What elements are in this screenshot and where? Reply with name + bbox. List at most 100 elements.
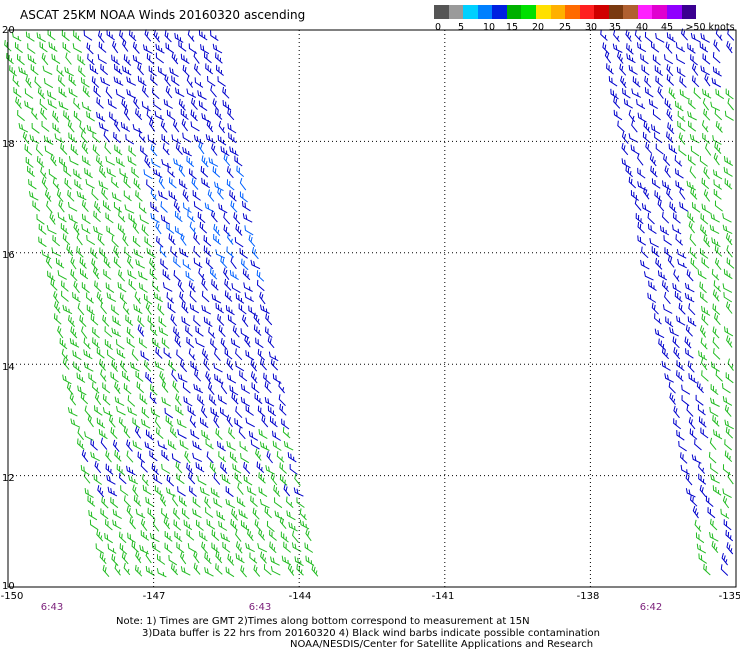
wind-barb — [52, 110, 60, 123]
wind-barb — [699, 248, 709, 259]
wind-barb — [269, 541, 277, 554]
wind-barb — [702, 97, 710, 111]
wind-barb — [24, 144, 33, 156]
wind-barb — [205, 63, 214, 75]
wind-barb — [713, 280, 722, 292]
wind-barb — [31, 107, 38, 120]
wind-barb — [158, 190, 168, 200]
wind-barb — [135, 259, 146, 269]
wind-barb — [697, 404, 706, 416]
wind-barb — [122, 65, 132, 76]
wind-barb — [205, 134, 216, 144]
wind-barb — [39, 41, 48, 53]
wind-barb — [127, 395, 136, 407]
wind-barb — [684, 336, 692, 349]
wind-barb — [131, 541, 139, 553]
wind-barb — [685, 324, 693, 337]
wind-barb — [103, 256, 111, 269]
wind-barb — [289, 464, 298, 475]
wind-barb — [183, 396, 193, 407]
wind-barb — [94, 460, 102, 474]
wind-barb — [55, 257, 65, 269]
wind-barb — [179, 178, 188, 190]
wind-barb — [710, 361, 720, 372]
legend-swatch — [623, 5, 638, 19]
wind-barb — [714, 312, 721, 326]
wind-barb — [68, 156, 79, 166]
wind-barb — [110, 427, 118, 439]
wind-barb — [145, 496, 155, 508]
wind-barb — [197, 394, 205, 406]
wind-barb — [58, 100, 69, 111]
wind-barb — [165, 487, 176, 497]
wind-barb — [676, 430, 685, 441]
wind-barb — [173, 270, 182, 282]
wind-barb — [83, 30, 93, 41]
wind-barb — [296, 564, 304, 576]
wind-barb — [713, 348, 721, 360]
wind-barb — [240, 396, 251, 407]
wind-barb — [41, 249, 52, 260]
wind-barb — [214, 181, 224, 192]
wind-barb — [713, 179, 722, 190]
wind-barb — [205, 371, 212, 384]
wind-barb — [238, 303, 247, 315]
wind-barb — [107, 486, 118, 497]
wind-barb — [216, 510, 226, 521]
wind-barb — [110, 371, 119, 383]
wind-barb — [176, 542, 185, 554]
wind-barb — [305, 555, 315, 566]
wind-barb — [171, 75, 180, 87]
wind-barb — [204, 202, 215, 213]
wind-barb — [259, 498, 270, 509]
wind-barb — [148, 65, 157, 77]
wind-barb — [279, 403, 287, 416]
legend-label: >50 knots — [685, 22, 735, 33]
wind-barb — [685, 473, 693, 486]
wind-barb — [688, 120, 697, 132]
wind-barb — [179, 495, 188, 507]
wind-barb — [139, 337, 148, 349]
wind-barb — [62, 304, 73, 315]
wind-barb — [637, 221, 645, 234]
wind-barb — [661, 280, 670, 293]
wind-barb — [50, 278, 58, 291]
wind-barb — [181, 301, 189, 314]
wind-barb — [171, 369, 178, 382]
wind-barb — [204, 552, 212, 565]
wind-barb — [217, 314, 225, 326]
wind-barb — [161, 463, 171, 474]
wind-barb — [700, 65, 710, 76]
wind-barb — [103, 130, 111, 143]
wind-barb — [132, 221, 140, 234]
wind-barb — [223, 153, 231, 167]
wind-barb — [143, 293, 153, 305]
wind-barb — [710, 397, 720, 407]
wind-barb — [119, 472, 127, 485]
wind-barb — [258, 428, 268, 440]
wind-barb — [193, 550, 200, 564]
wind-barb — [726, 40, 733, 54]
wind-barb — [182, 189, 189, 202]
wind-barb — [657, 270, 668, 281]
wind-barb — [155, 221, 162, 235]
lon-label-141: -141 — [431, 591, 455, 602]
wind-barb — [163, 347, 172, 359]
wind-barb — [252, 507, 260, 520]
wind-barb — [655, 75, 664, 88]
wind-barb — [655, 143, 664, 155]
wind-barb — [127, 269, 137, 280]
wind-barb — [715, 370, 723, 382]
wind-barb — [691, 454, 702, 464]
wind-barb — [652, 54, 661, 66]
wind-barb — [213, 223, 221, 236]
wind-barb — [70, 418, 81, 428]
wind-barb — [195, 326, 204, 337]
wind-barb — [141, 473, 149, 487]
wind-barb — [101, 187, 109, 200]
legend-label: 20 — [531, 22, 545, 33]
wind-barb — [68, 74, 77, 86]
wind-barb — [105, 519, 113, 531]
wind-barb — [699, 484, 707, 498]
wind-barb — [227, 553, 235, 566]
